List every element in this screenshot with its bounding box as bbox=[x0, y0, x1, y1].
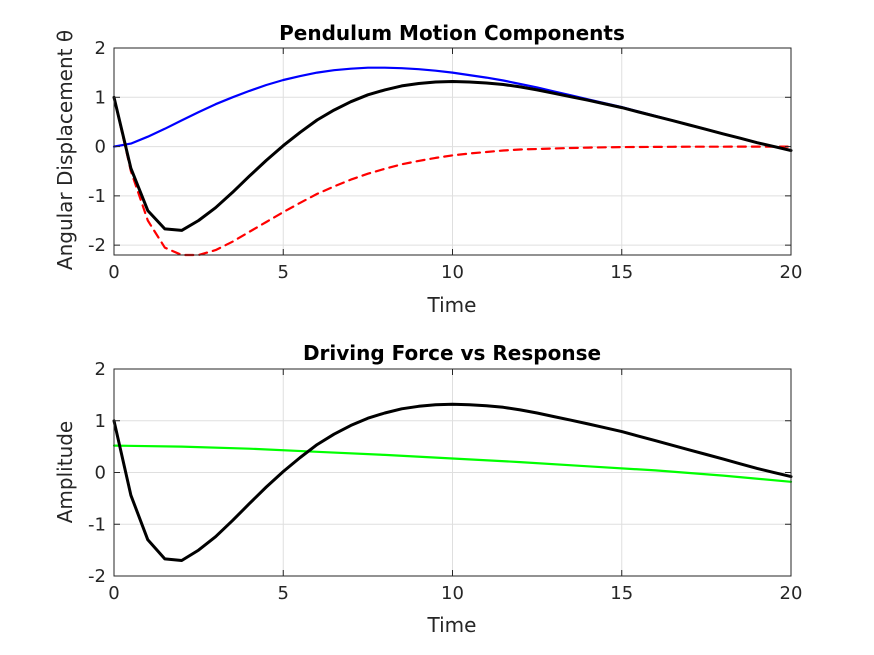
top-plot-series bbox=[112, 66, 793, 257]
bottom-plot-ytick-label: 0 bbox=[95, 463, 106, 484]
bottom-plot-xtick-label: 20 bbox=[780, 583, 803, 604]
top-plot-title: Pendulum Motion Components bbox=[279, 21, 625, 45]
bottom-plot-ticks: 0 5 10 15 20 -2 -1 0 1 2 bbox=[88, 359, 802, 604]
top-plot-xtick-label: 20 bbox=[780, 262, 803, 283]
top-plot-ytick-label: 1 bbox=[95, 87, 106, 108]
top-plot-xtick-label: 0 bbox=[108, 262, 119, 283]
bottom-plot-ytick-label: 2 bbox=[95, 359, 106, 380]
bottom-plot-ytick-label: 1 bbox=[95, 411, 106, 432]
bottom-plot-series-total-response bbox=[112, 402, 793, 562]
bottom-plot-xlabel: Time bbox=[427, 613, 477, 637]
top-plot-ytick-label: 2 bbox=[95, 38, 106, 59]
bottom-plot: Driving Force vs Response Time Amplitude… bbox=[53, 341, 802, 637]
top-plot-xlabel: Time bbox=[427, 293, 477, 317]
top-plot: Pendulum Motion Components Time Angular … bbox=[53, 21, 802, 317]
bottom-plot-xtick-label: 0 bbox=[108, 583, 119, 604]
top-plot-xtick-label: 15 bbox=[610, 262, 633, 283]
bottom-plot-title: Driving Force vs Response bbox=[303, 341, 601, 365]
top-plot-xtick-label: 10 bbox=[441, 262, 464, 283]
top-plot-ytick-label: -1 bbox=[88, 186, 106, 207]
top-plot-ytick-label: 0 bbox=[95, 137, 106, 158]
bottom-plot-ytick-label: -1 bbox=[88, 514, 106, 535]
bottom-plot-xtick-label: 5 bbox=[278, 583, 289, 604]
bottom-plot-ylabel: Amplitude bbox=[53, 421, 77, 524]
top-plot-xtick-label: 5 bbox=[278, 262, 289, 283]
top-plot-series-total-response bbox=[112, 80, 793, 232]
bottom-plot-series bbox=[112, 402, 793, 562]
bottom-plot-ytick-label: -2 bbox=[88, 566, 106, 587]
top-plot-ticks: 0 5 10 15 20 -2 -1 0 1 2 bbox=[88, 38, 802, 283]
top-plot-ylabel: Angular Displacement θ bbox=[53, 30, 77, 270]
bottom-plot-xtick-label: 10 bbox=[441, 583, 464, 604]
top-plot-ytick-label: -2 bbox=[88, 235, 106, 256]
bottom-plot-series-driving-force bbox=[112, 444, 793, 483]
bottom-plot-xtick-label: 15 bbox=[610, 583, 633, 604]
top-plot-series-transient-component bbox=[112, 96, 793, 257]
